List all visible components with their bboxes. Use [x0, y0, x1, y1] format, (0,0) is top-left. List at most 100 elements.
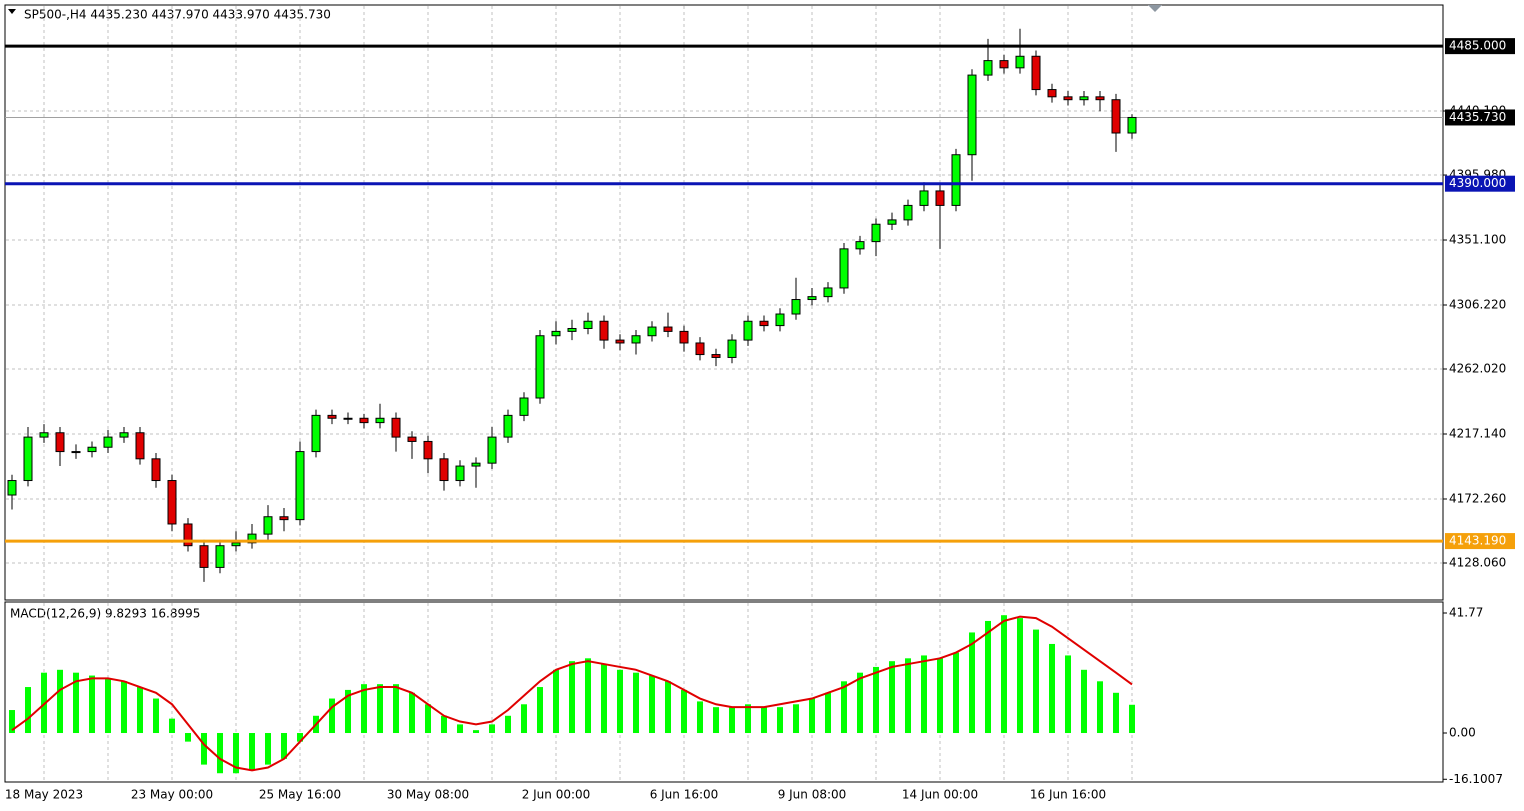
macd-bar: [553, 669, 559, 734]
macd-bar: [825, 692, 831, 734]
macd-bar: [345, 689, 351, 734]
candle-body: [567, 327, 577, 332]
candle-body: [471, 462, 481, 467]
candle-body: [183, 523, 193, 547]
candle-body: [855, 241, 865, 250]
macd-bar: [25, 687, 31, 734]
candle-body: [119, 432, 129, 438]
macd-bar: [1097, 681, 1103, 734]
price-frame: [4, 4, 1444, 601]
macd-bar: [121, 681, 127, 734]
candle-body: [7, 480, 17, 496]
macd-bar: [377, 684, 383, 734]
x-tick-label: 30 May 08:00: [387, 788, 469, 802]
candle-body: [679, 330, 689, 344]
macd-bar: [617, 669, 623, 734]
macd-frame: [4, 601, 1444, 783]
macd-bar: [889, 661, 895, 734]
candle-body: [759, 320, 769, 327]
level-label: 4143.190: [1449, 534, 1506, 548]
candle-body: [439, 458, 449, 482]
x-tick-label: 23 May 00:00: [131, 788, 213, 802]
level-label-box: [1445, 38, 1515, 55]
candle-body: [967, 74, 977, 156]
candle-body: [1095, 96, 1105, 101]
candle-body: [167, 480, 177, 525]
candle-body: [1127, 116, 1137, 134]
macd-bar: [473, 730, 479, 734]
macd-bar: [745, 704, 751, 734]
x-tick-label: 9 Jun 08:00: [778, 788, 847, 802]
shift-marker: [1148, 5, 1162, 12]
candle-body: [1063, 96, 1073, 101]
macd-bar: [1113, 692, 1119, 734]
macd-bar: [633, 672, 639, 734]
candle-body: [327, 414, 337, 419]
candle-body: [743, 320, 753, 341]
macd-bar: [697, 701, 703, 734]
candle-body: [983, 60, 993, 76]
macd-bar: [969, 632, 975, 734]
macd-bar: [137, 687, 143, 734]
macd-bar: [569, 661, 575, 734]
macd-bar: [329, 698, 335, 734]
price-title: SP500-,H4 4435.230 4437.970 4433.970 443…: [24, 8, 331, 22]
macd-bar: [793, 704, 799, 734]
y-tick-label: 4351.100: [1449, 233, 1506, 247]
macd-bar: [1065, 655, 1071, 734]
candle-body: [1111, 99, 1121, 134]
macd-bar: [713, 707, 719, 734]
level-label-box: [1445, 533, 1515, 550]
macd-bar: [585, 658, 591, 734]
macd-bar: [985, 620, 991, 734]
macd-bar: [649, 675, 655, 734]
candle-body: [23, 436, 33, 482]
macd-bar: [249, 733, 255, 771]
macd-bar: [41, 672, 47, 734]
macd-bar: [185, 733, 191, 742]
macd-bar: [1129, 704, 1135, 734]
candle-body: [343, 417, 353, 420]
candle-body: [391, 417, 401, 438]
macd-bar: [73, 672, 79, 734]
macd-bar: [489, 724, 495, 734]
candle-body: [935, 190, 945, 206]
macd-bar: [457, 724, 463, 734]
level-label: 4485.000: [1449, 39, 1506, 53]
macd-bar: [1017, 618, 1023, 734]
macd-bar: [841, 681, 847, 734]
macd-bar: [665, 681, 671, 734]
candle-body: [999, 60, 1009, 69]
macd-bar: [937, 658, 943, 734]
macd-bar: [105, 678, 111, 734]
candle-body: [871, 223, 881, 243]
candle-body: [583, 320, 593, 329]
macd-bar: [921, 655, 927, 734]
macd-bar: [201, 733, 207, 765]
candle-body: [551, 330, 561, 337]
candle-body: [711, 354, 721, 358]
candle-body: [407, 436, 417, 442]
macd-bar: [1001, 615, 1007, 734]
candle-body: [727, 339, 737, 358]
macd-bar: [873, 666, 879, 734]
candle-body: [55, 432, 65, 453]
current-price-label: 4435.730: [1449, 110, 1506, 124]
candle-body: [87, 446, 97, 453]
candle-body: [1031, 55, 1041, 91]
macd-bar: [281, 733, 287, 759]
candle-body: [151, 458, 161, 482]
y-tick-label: 4306.220: [1449, 298, 1506, 312]
level-label-box: [1445, 175, 1515, 192]
current-price-box: [1445, 109, 1515, 126]
macd-bar: [601, 664, 607, 734]
y-tick-label: -16.1007: [1449, 772, 1503, 786]
candle-body: [1015, 55, 1025, 69]
macd-bar: [169, 718, 175, 734]
macd-title: MACD(12,26,9) 9.8293 16.8995: [10, 607, 200, 621]
candle-body: [807, 296, 817, 301]
candle-body: [823, 287, 833, 298]
macd-bar: [297, 733, 303, 742]
macd-bar: [905, 658, 911, 734]
macd-bar: [409, 692, 415, 734]
